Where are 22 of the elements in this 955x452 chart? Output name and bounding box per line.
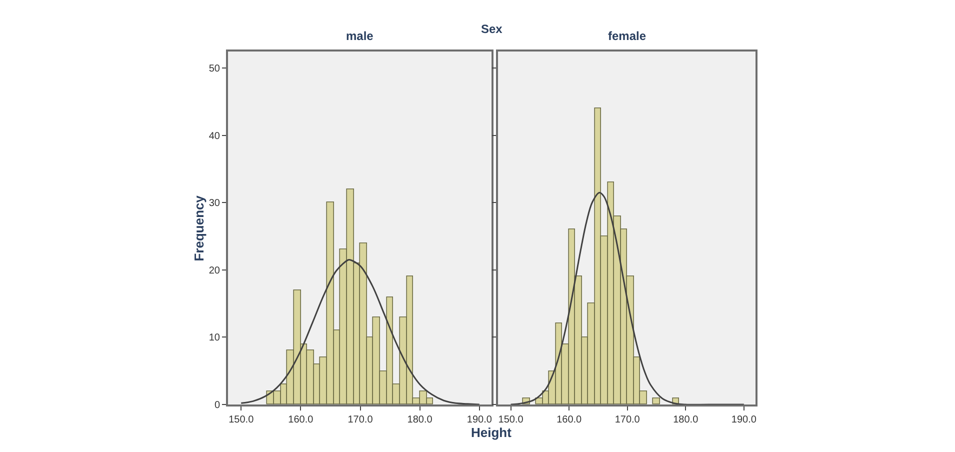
y-tick-label: 40 — [208, 130, 220, 142]
x-axis-title: Height — [471, 425, 512, 440]
x-tick-label: 180.0 — [407, 414, 433, 426]
y-axis-title: Frequency — [191, 194, 206, 262]
x-tick-label: 170.0 — [348, 414, 374, 426]
y-tick-label: 30 — [208, 198, 220, 210]
x-tick-label: 190.0 — [731, 414, 757, 426]
y-tick-label: 20 — [208, 265, 220, 276]
x-tick-label: 180.0 — [673, 414, 699, 426]
x-tick-label: 160.0 — [288, 414, 314, 426]
x-tick-label: 170.0 — [614, 414, 640, 426]
y-tick-label: 10 — [208, 332, 220, 344]
x-tick-label: 190.0 — [466, 414, 492, 426]
x-tick-label: 150.0 — [228, 414, 254, 426]
chart-title: Sex — [481, 22, 503, 36]
chart-subtitle: male — [346, 29, 374, 43]
x-tick-label: 160.0 — [556, 414, 582, 426]
x-tick-label: 150.0 — [498, 414, 524, 426]
chart-title: female — [608, 29, 646, 43]
line-series — [240, 259, 480, 405]
y-tick-label: 50 — [208, 64, 220, 75]
y-tick-label: 0 — [214, 400, 220, 412]
